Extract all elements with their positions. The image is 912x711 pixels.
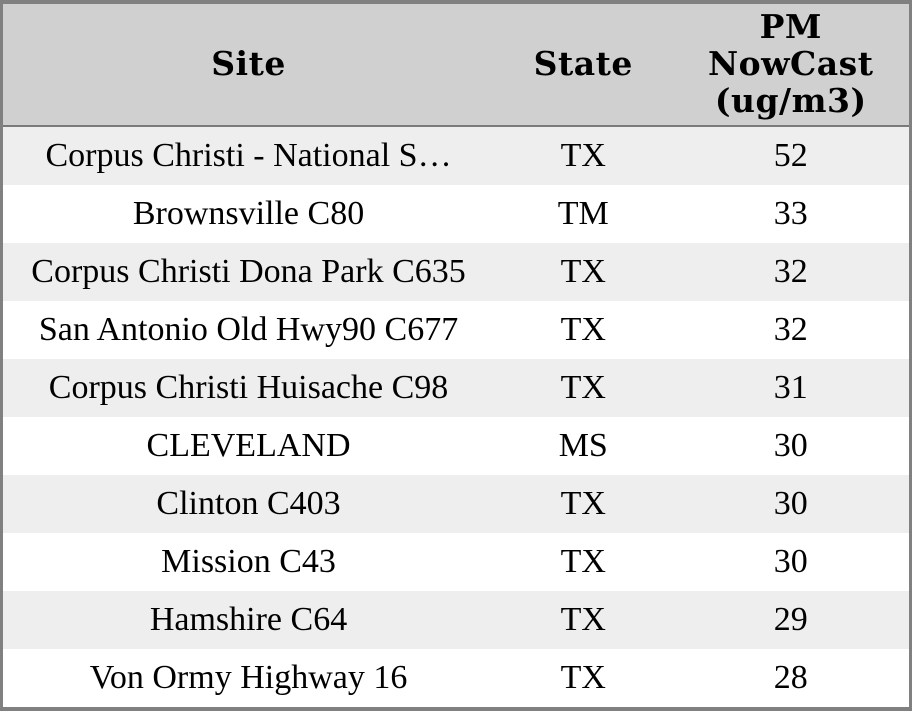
site-cell: Corpus Christi - National S… xyxy=(45,137,452,174)
table-row: CLEVELAND MS 30 xyxy=(3,417,909,475)
state-cell: MS xyxy=(558,427,608,464)
table-body: Corpus Christi - National S… TX 52 Brownsvi… xyxy=(3,127,909,707)
value-cell: 32 xyxy=(773,311,808,348)
state-cell: TM xyxy=(557,195,609,232)
site-cell: Hamshire C64 xyxy=(149,601,348,638)
table-row: Corpus Christi Dona Park C635 TX 32 xyxy=(3,243,909,301)
state-cell: TX xyxy=(560,485,606,522)
state-cell: TX xyxy=(560,659,606,696)
site-cell: CLEVELAND xyxy=(146,427,351,464)
table-row: Hamshire C64 TX 29 xyxy=(3,591,909,649)
state-cell: TX xyxy=(560,253,606,290)
site-cell: Corpus Christi Huisache C98 xyxy=(48,369,449,406)
value-cell: 30 xyxy=(773,427,808,464)
table-row: Brownsville C80 TM 33 xyxy=(3,185,909,243)
state-cell: TX xyxy=(560,543,606,580)
value-cell: 30 xyxy=(773,485,808,522)
value-cell: 52 xyxy=(773,137,808,174)
table-row: San Antonio Old Hwy90 C677 TX 32 xyxy=(3,301,909,359)
value-cell: 28 xyxy=(773,659,808,696)
site-cell: Brownsville C80 xyxy=(132,195,365,232)
site-cell: Corpus Christi Dona Park C635 xyxy=(31,253,466,290)
table-row: Corpus Christi Huisache C98 TX 31 xyxy=(3,359,909,417)
site-cell: Mission C43 xyxy=(161,543,336,580)
value-cell: 31 xyxy=(773,369,808,406)
header-pm-nowcast: PM NowCast (ug/m3) xyxy=(707,9,874,120)
header-state: State xyxy=(533,46,633,83)
state-cell: TX xyxy=(560,601,606,638)
site-cell: Von Ormy Highway 16 xyxy=(89,659,408,696)
table-row: Clinton C403 TX 30 xyxy=(3,475,909,533)
value-cell: 33 xyxy=(773,195,808,232)
table-header-row: Site State PM NowCast (ug/m3) xyxy=(3,4,909,127)
value-cell: 32 xyxy=(773,253,808,290)
value-cell: 30 xyxy=(773,543,808,580)
state-cell: TX xyxy=(560,311,606,348)
state-cell: TX xyxy=(560,137,606,174)
table-row: Von Ormy Highway 16 TX 28 xyxy=(3,649,909,707)
value-cell: 29 xyxy=(773,601,808,638)
site-cell: Clinton C403 xyxy=(156,485,341,522)
site-cell: San Antonio Old Hwy90 C677 xyxy=(38,311,459,348)
header-site: Site xyxy=(211,46,286,83)
state-cell: TX xyxy=(560,369,606,406)
table-row: Mission C43 TX 30 xyxy=(3,533,909,591)
table-row: Corpus Christi - National S… TX 52 xyxy=(3,127,909,185)
